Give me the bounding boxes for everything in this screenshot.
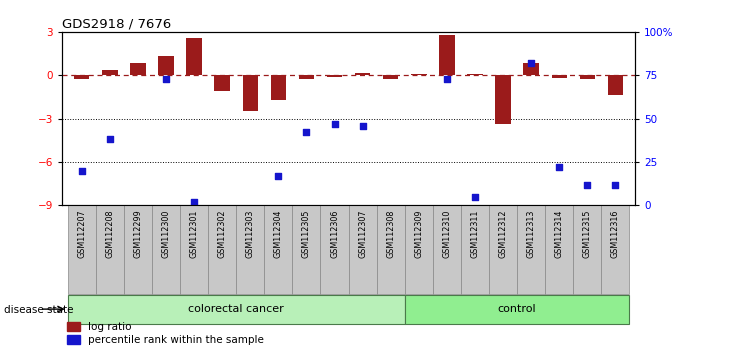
Point [104,137,115,142]
Bar [299,75,314,79]
Point [301,130,312,135]
Bar [404,205,433,294]
Bar [439,35,455,75]
Text: GSM112309: GSM112309 [415,210,423,258]
Bar [552,75,567,78]
Text: GSM112308: GSM112308 [386,210,395,258]
Legend: log ratio, percentile rank within the sample: log ratio, percentile rank within the sa… [67,322,264,345]
Bar [411,74,426,75]
Bar [208,205,237,294]
Point [188,199,200,205]
Text: disease state: disease state [4,305,77,315]
Bar [573,205,602,294]
Bar [152,205,180,294]
Point [526,60,537,66]
Bar [158,56,174,75]
Bar [383,75,399,79]
Text: GSM112310: GSM112310 [442,210,451,258]
Bar [433,205,461,294]
Bar [124,205,152,294]
Bar [580,75,595,79]
Text: GSM112313: GSM112313 [526,210,536,258]
Text: GSM112302: GSM112302 [218,210,227,258]
Bar [180,205,208,294]
Text: GSM112306: GSM112306 [330,210,339,258]
Point [582,182,593,187]
Bar [327,75,342,78]
Text: GSM112312: GSM112312 [499,210,507,258]
Bar [130,63,145,75]
Point [357,123,369,129]
Bar [496,75,511,124]
Point [553,164,565,170]
Bar [517,205,545,294]
Bar [271,75,286,100]
Bar [607,75,623,96]
Text: GSM112315: GSM112315 [583,210,592,258]
Bar [293,205,320,294]
Text: GSM112305: GSM112305 [302,210,311,258]
Bar [467,74,483,75]
Bar [68,295,404,324]
Text: GSM112300: GSM112300 [161,210,171,258]
Text: GSM112307: GSM112307 [358,210,367,258]
Bar [523,63,539,75]
Bar [320,205,349,294]
Text: GSM112207: GSM112207 [77,210,86,258]
Bar [461,205,489,294]
Text: GSM112316: GSM112316 [611,210,620,258]
Bar [74,75,90,79]
Text: GSM112208: GSM112208 [105,210,115,258]
Bar [96,205,124,294]
Point [469,194,481,200]
Bar [355,73,370,75]
Text: GSM112299: GSM112299 [134,210,142,258]
Text: GSM112303: GSM112303 [246,210,255,258]
Point [441,76,453,81]
Bar [545,205,573,294]
Bar [215,75,230,91]
Point [160,76,172,81]
Bar [242,75,258,112]
Text: GSM112311: GSM112311 [470,210,480,258]
Bar [186,38,201,75]
Bar [404,295,629,324]
Point [272,173,284,179]
Bar [102,70,118,75]
Bar [237,205,264,294]
Bar [602,205,629,294]
Bar [264,205,293,294]
Text: control: control [498,304,537,314]
Point [76,168,88,173]
Bar [349,205,377,294]
Bar [489,205,517,294]
Text: GSM112314: GSM112314 [555,210,564,258]
Text: GDS2918 / 7676: GDS2918 / 7676 [62,18,172,31]
Text: GSM112304: GSM112304 [274,210,283,258]
Text: GSM112301: GSM112301 [190,210,199,258]
Point [328,121,340,127]
Text: colorectal cancer: colorectal cancer [188,304,284,314]
Bar [68,205,96,294]
Point [610,182,621,187]
Bar [377,205,404,294]
